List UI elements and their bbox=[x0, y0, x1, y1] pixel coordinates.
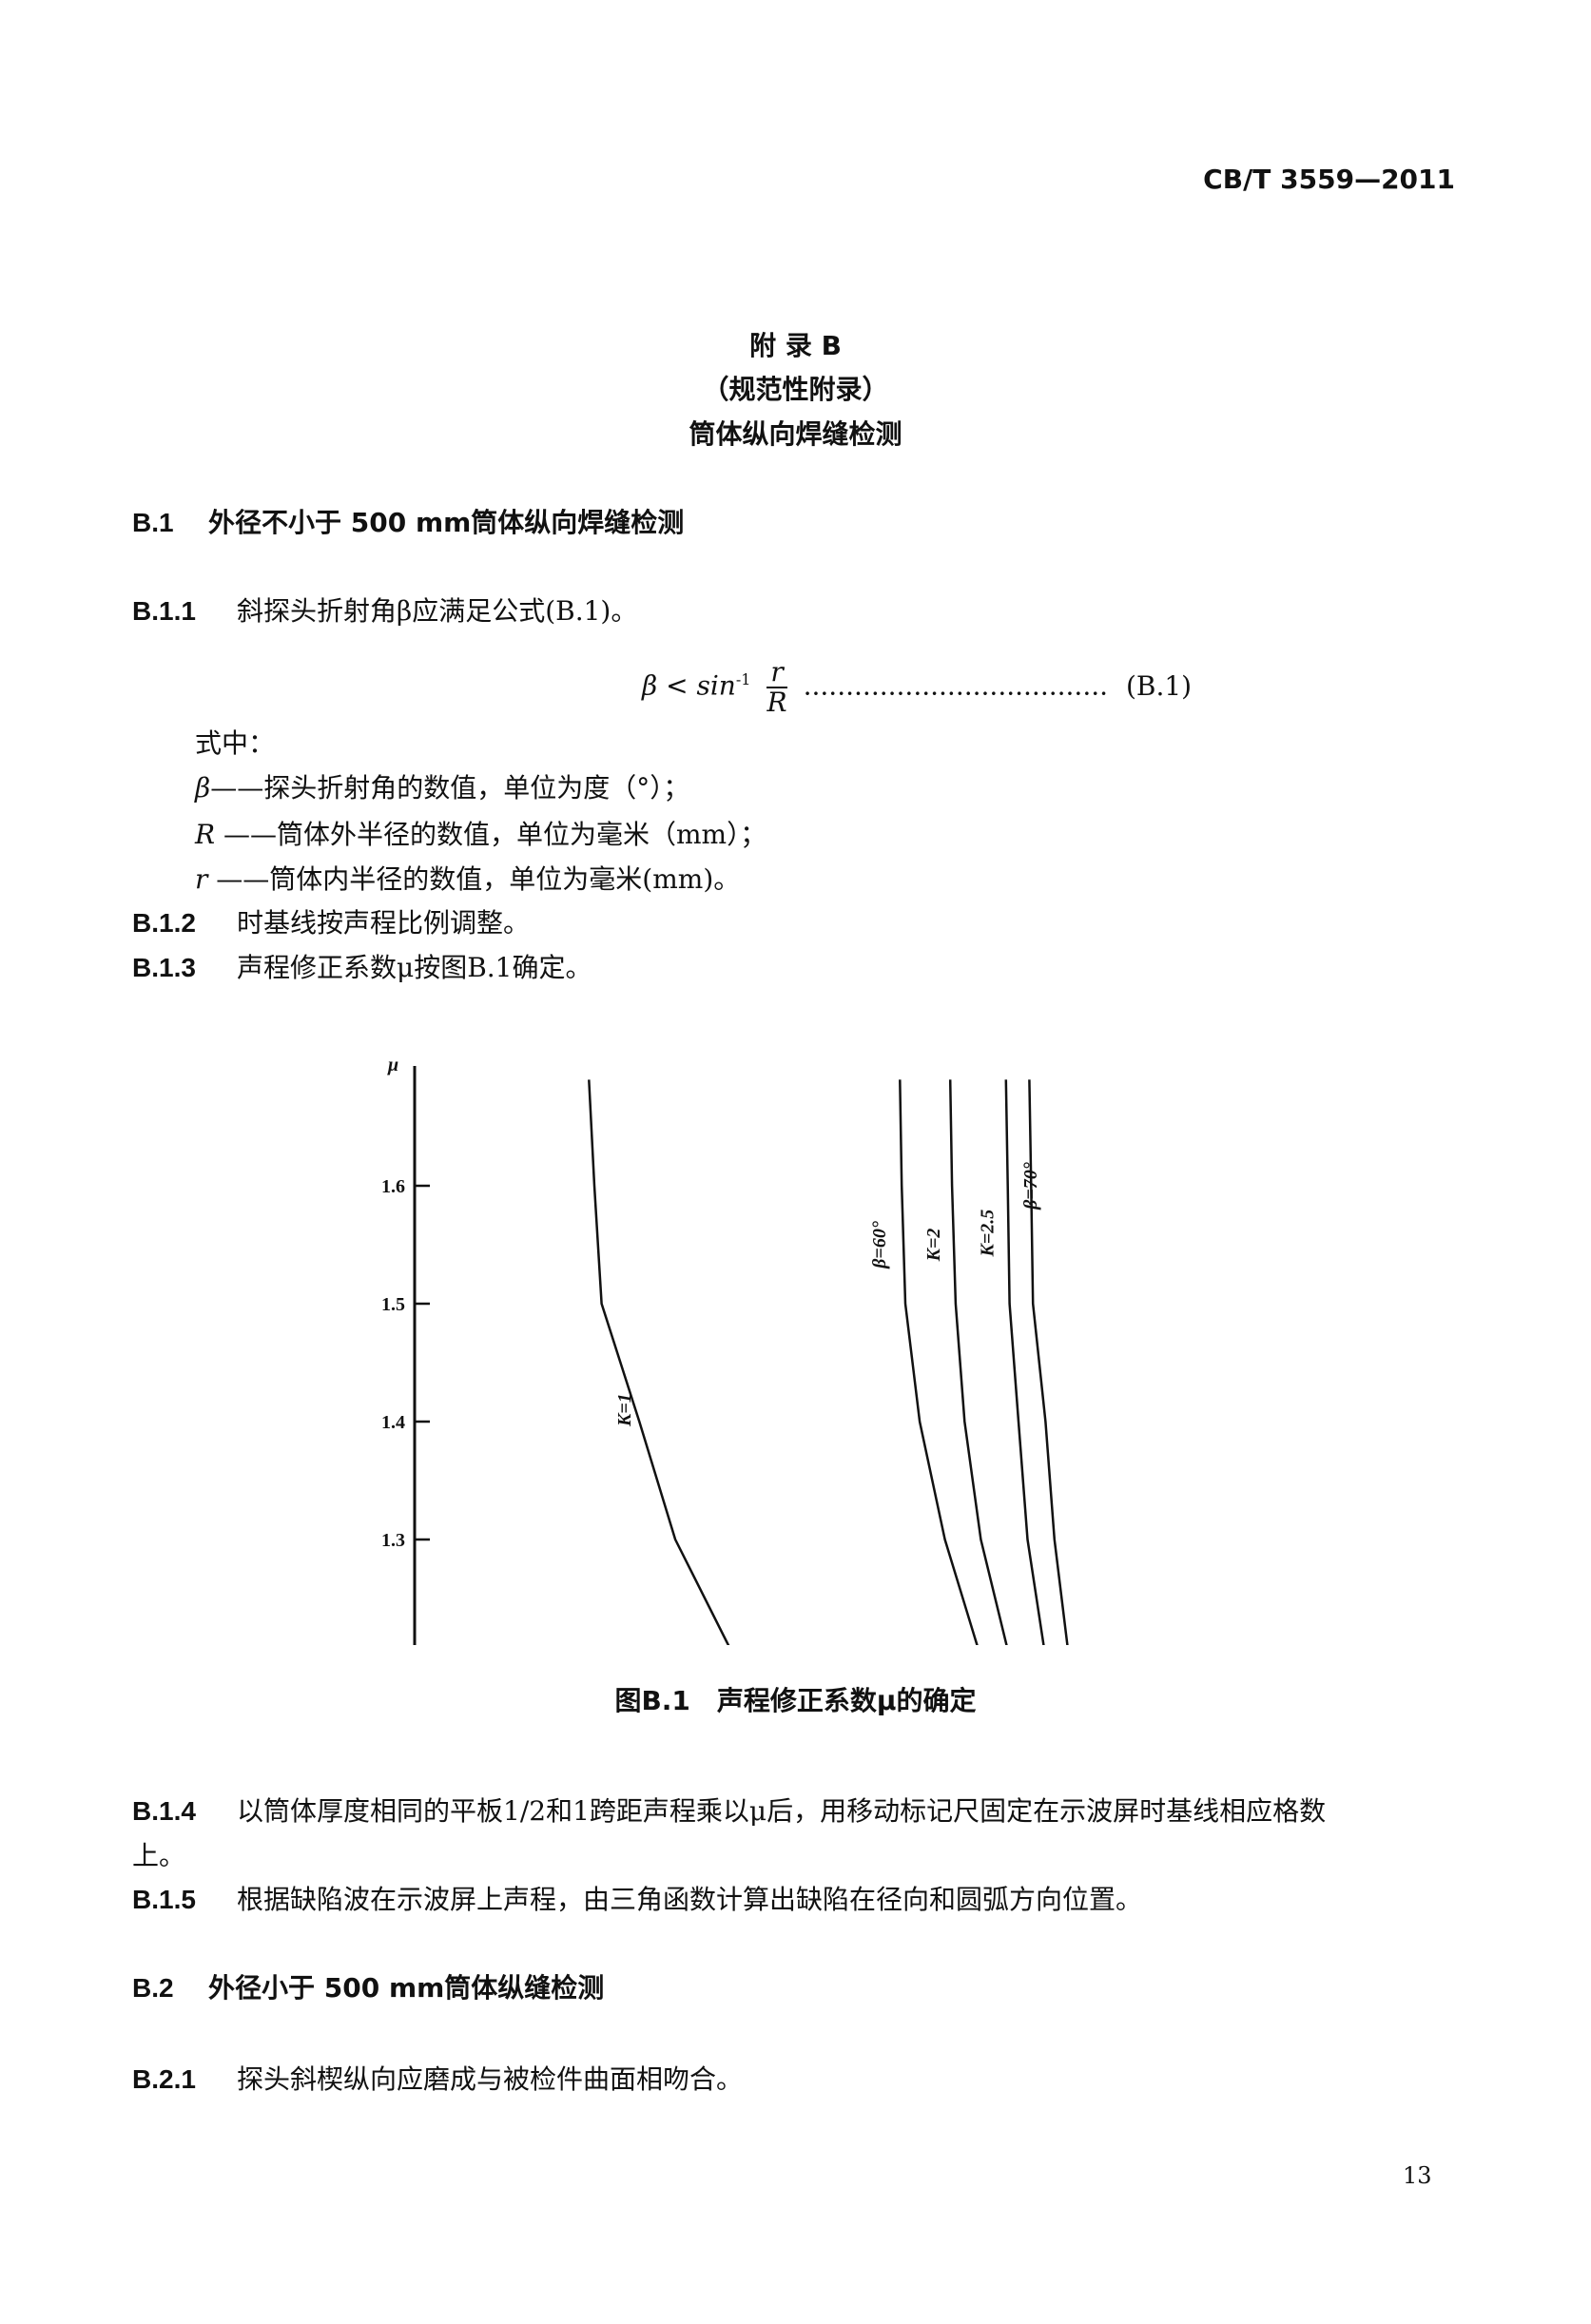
section-number: B.1 bbox=[132, 508, 174, 537]
appendix-title: 附 录 B bbox=[749, 330, 842, 361]
clause-text: 根据缺陷波在示波屏上声程，由三角函数计算出缺陷在径向和圆弧方向位置。 bbox=[237, 1884, 1143, 1915]
clause-b11: B.1.1 斜探头折射角β应满足公式(B.1)。 bbox=[132, 594, 637, 629]
definition: ——探头折射角的数值，单位为度（°）； bbox=[210, 772, 690, 804]
clause-b21: B.2.1 探头斜楔纵向应磨成与被检件曲面相吻合。 bbox=[132, 2063, 743, 2097]
section-heading: 外径小于 500 mm筒体纵缝检测 bbox=[208, 1972, 605, 2004]
formula-label: (B.1) bbox=[1125, 669, 1193, 702]
clause-number: B.1.3 bbox=[132, 953, 196, 982]
clause-text: 声程修正系数μ按图B.1确定。 bbox=[237, 952, 592, 983]
y-tick-label: 1.6 bbox=[381, 1176, 405, 1197]
clause-b14: B.1.4 以筒体厚度相同的平板1/2和1跨距声程乘以μ后，用移动标记尺固定在示波… bbox=[132, 1794, 1326, 1829]
series-line-5 bbox=[1028, 1079, 1069, 1645]
clause-number: B.1.1 bbox=[132, 596, 196, 626]
y-tick-label: 1.3 bbox=[381, 1530, 405, 1551]
formula-sup: -1 bbox=[735, 670, 751, 689]
clause-text: 探头斜楔纵向应磨成与被检件曲面相吻合。 bbox=[237, 2063, 744, 2095]
formula-leader-dots: .................................... bbox=[803, 669, 1109, 702]
clause-number: B.2.1 bbox=[132, 2064, 196, 2094]
appendix-type: （规范性附录） bbox=[702, 374, 889, 405]
clause-text: 斜探头折射角β应满足公式(B.1)。 bbox=[237, 595, 638, 627]
section-number: B.2 bbox=[132, 1973, 174, 2003]
clause-b14-continued: 上。 bbox=[132, 1840, 186, 1871]
appendix-subject: 筒体纵向焊缝检测 bbox=[689, 418, 902, 450]
definition: ——筒体内半径的数值，单位为毫米(mm)。 bbox=[207, 863, 741, 895]
section-b1: B.1 外径不小于 500 mm筒体纵向焊缝检测 bbox=[132, 506, 684, 540]
clause-number: B.1.5 bbox=[132, 1885, 196, 1914]
formula-denominator: R bbox=[766, 687, 787, 718]
y-tick-label: 1.5 bbox=[381, 1294, 405, 1315]
clause-b13: B.1.3 声程修正系数μ按图B.1确定。 bbox=[132, 951, 592, 985]
symbol: β bbox=[195, 772, 211, 804]
symbol: r bbox=[195, 863, 208, 895]
formula-numerator: r bbox=[766, 658, 787, 688]
series-label: K=1 bbox=[614, 1393, 635, 1427]
series-label: β=60° bbox=[869, 1221, 890, 1269]
section-heading: 外径不小于 500 mm筒体纵向焊缝检测 bbox=[208, 507, 685, 538]
where-item: β——探头折射角的数值，单位为度（°）； bbox=[195, 771, 689, 805]
where-intro: 式中： bbox=[195, 727, 276, 759]
clause-number: B.1.2 bbox=[132, 908, 196, 938]
where-item: r ——筒体内半径的数值，单位为毫米(mm)。 bbox=[195, 862, 740, 897]
y-tick-label: 1.4 bbox=[381, 1412, 405, 1433]
formula-lhs: β < sin bbox=[642, 669, 736, 702]
clause-text: 以筒体厚度相同的平板1/2和1跨距声程乘以μ后，用移动标记尺固定在示波屏时基线相… bbox=[237, 1795, 1327, 1827]
standard-code: CB/T 3559—2011 bbox=[1203, 164, 1455, 195]
symbol: R bbox=[195, 819, 216, 850]
definition: ——筒体外半径的数值，单位为毫米（mm）； bbox=[215, 819, 767, 850]
series-line-4 bbox=[1004, 1079, 1045, 1645]
series-label: β=70° bbox=[1020, 1162, 1041, 1210]
figure-caption: 图B.1 声程修正系数μ的确定 bbox=[614, 1685, 977, 1716]
y-axis-label: μ bbox=[387, 1055, 398, 1075]
where-item: R ——筒体外半径的数值，单位为毫米（mm）； bbox=[195, 818, 766, 852]
clause-b15: B.1.5 根据缺陷波在示波屏上声程，由三角函数计算出缺陷在径向和圆弧方向位置。 bbox=[132, 1883, 1142, 1917]
series-line-1 bbox=[588, 1079, 730, 1645]
clause-b12: B.1.2 时基线按声程比例调整。 bbox=[132, 906, 530, 940]
clause-text: 时基线按声程比例调整。 bbox=[237, 907, 531, 939]
figure-b1-chart: 1.01.11.21.31.41.51.60.70.80.91.0r/RμK=1… bbox=[381, 1055, 1069, 1645]
section-b2: B.2 外径小于 500 mm筒体纵缝检测 bbox=[132, 1971, 604, 2005]
series-line-3 bbox=[948, 1079, 1008, 1645]
clause-number: B.1.4 bbox=[132, 1796, 196, 1826]
page-number: 13 bbox=[1403, 2162, 1432, 2189]
series-label: K=2 bbox=[923, 1229, 944, 1263]
series-label: K=2.5 bbox=[978, 1210, 999, 1258]
series-line-2 bbox=[899, 1079, 979, 1645]
